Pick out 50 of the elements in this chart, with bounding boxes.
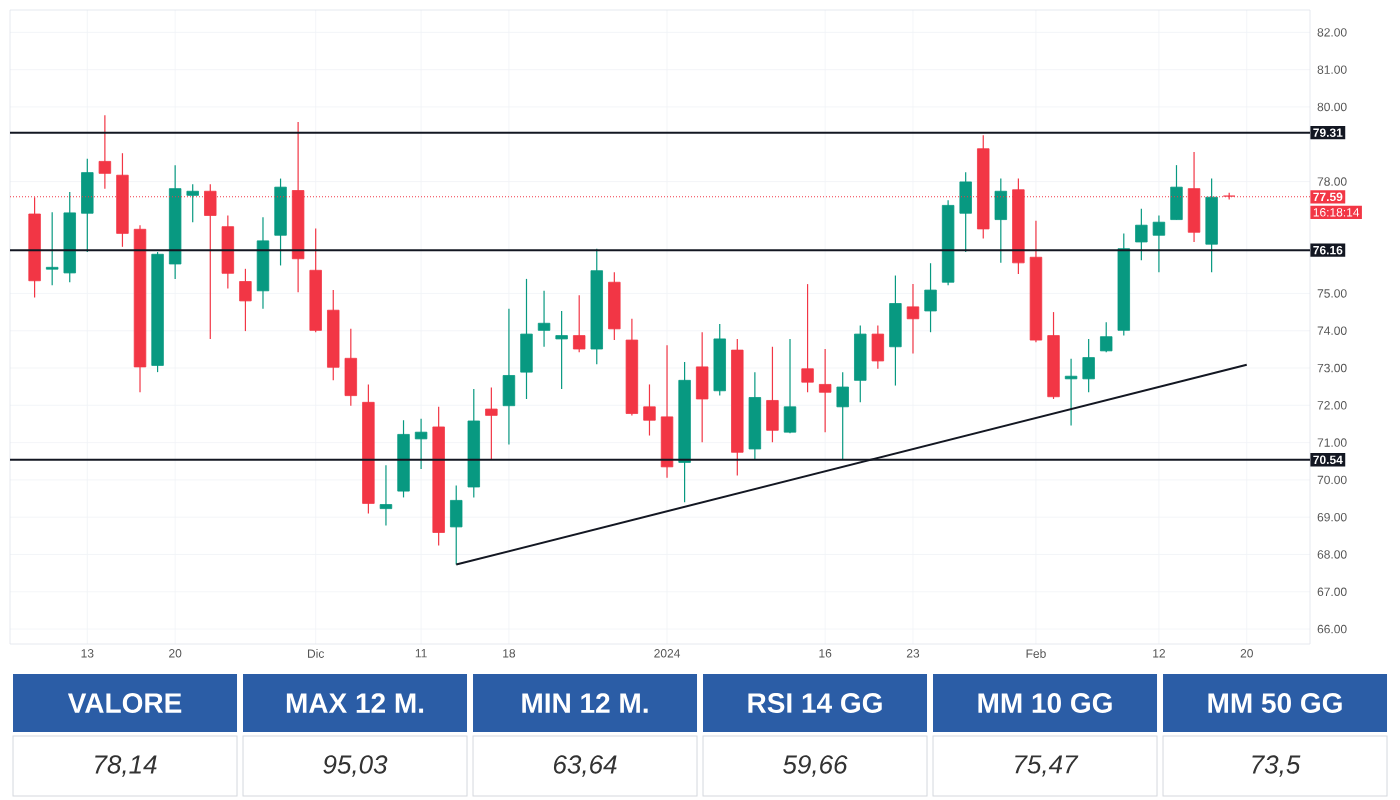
candlestick	[239, 268, 252, 332]
candlestick	[766, 346, 779, 443]
candlestick	[959, 171, 972, 253]
candlestick	[801, 283, 814, 393]
text: 78,14	[95, 755, 157, 777]
text: 59,66	[783, 755, 848, 777]
candlestick	[924, 262, 937, 333]
text: 95,03	[323, 755, 388, 777]
candlestick	[485, 386, 498, 460]
text: MM 50 GG	[1208, 693, 1342, 713]
candlestick	[871, 324, 885, 370]
candlestick	[502, 308, 516, 446]
candlestick	[608, 271, 621, 341]
candlestick	[1082, 338, 1095, 393]
text: 63,64	[553, 755, 617, 777]
candlestick	[1170, 164, 1183, 221]
candlestick	[98, 114, 112, 190]
candlestick	[906, 283, 920, 355]
candlestick	[45, 211, 59, 286]
candlestick	[818, 348, 832, 433]
candlestick	[783, 338, 797, 434]
text: MAX 12 M.	[286, 693, 424, 713]
text: MIN 12 M.	[522, 693, 648, 713]
candlestick	[379, 464, 393, 526]
text: MM 10 GG	[978, 693, 1112, 713]
candlestick	[1064, 358, 1078, 427]
candlestick	[221, 214, 235, 290]
candlestick	[414, 418, 428, 470]
candlestick	[537, 290, 551, 348]
text: RSI 14 GG	[748, 693, 882, 713]
candlestick	[450, 484, 463, 566]
candlestick	[520, 278, 533, 400]
candlestick	[1205, 177, 1218, 273]
candlestick	[889, 274, 902, 387]
candlestick	[555, 310, 568, 390]
text: 73,5	[1252, 755, 1301, 777]
candlestick	[643, 383, 656, 437]
candlestick	[695, 331, 709, 443]
candlestick	[1152, 214, 1166, 273]
candlestick	[836, 371, 849, 460]
candlestick	[81, 158, 94, 253]
candlestick	[854, 324, 867, 403]
candlestick	[1100, 321, 1113, 353]
text: 75,47	[1015, 755, 1079, 777]
candlestick	[186, 183, 199, 223]
candlestick	[573, 294, 586, 353]
candlestick	[344, 328, 358, 407]
candlestick	[1135, 208, 1148, 261]
text: VALORE	[67, 693, 182, 713]
candlestick	[994, 177, 1008, 264]
